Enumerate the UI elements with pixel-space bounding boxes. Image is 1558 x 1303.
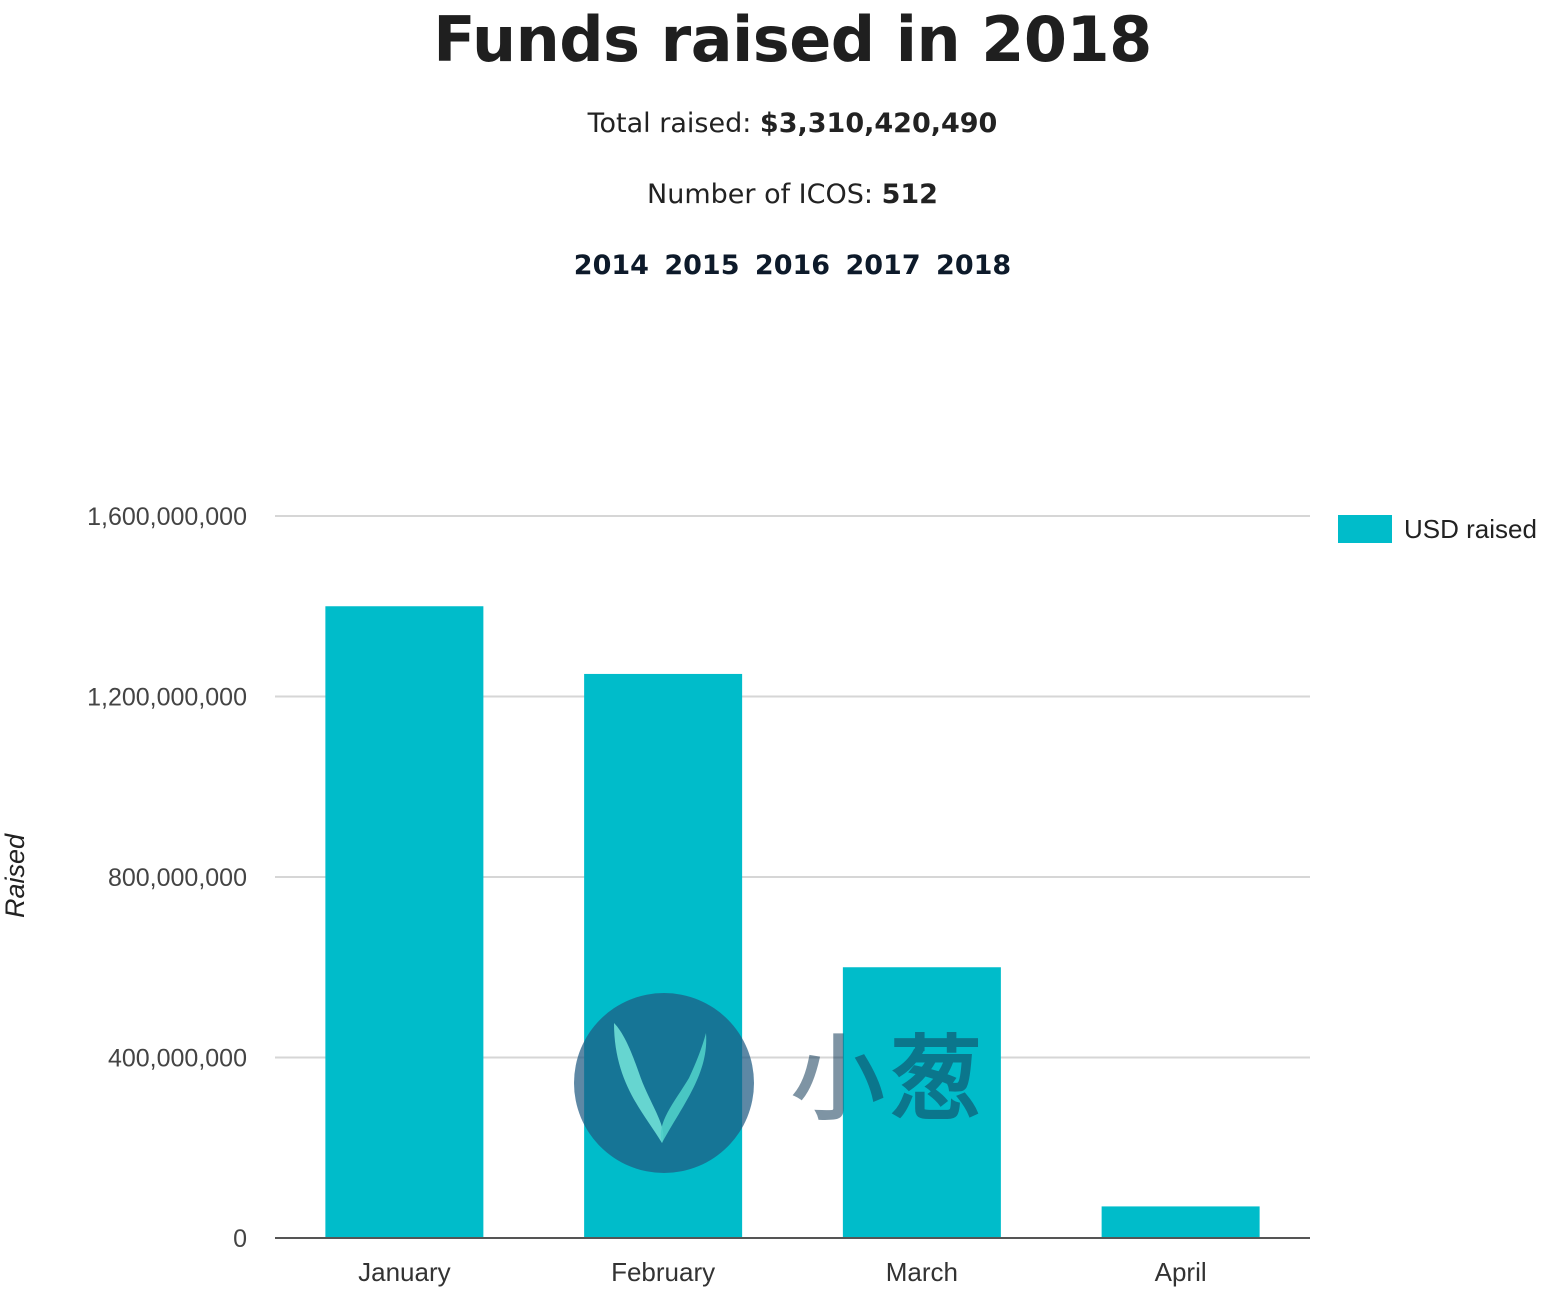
y-tick-label: 800,000,000 (108, 864, 247, 892)
year-link-2017[interactable]: 2017 (845, 250, 921, 281)
year-link-2018[interactable]: 2018 (936, 250, 1012, 281)
total-raised-value: $3,310,420,490 (759, 108, 998, 139)
bar-january[interactable] (325, 606, 484, 1238)
total-raised: Total raised: $3,310,420,490 (0, 106, 1558, 142)
year-link-2014[interactable]: 2014 (573, 250, 649, 281)
year-link-2016[interactable]: 2016 (754, 250, 831, 281)
axes: 0 400,000,000 800,000,000 1,200,000,000 1,60… (87, 503, 1310, 1287)
legend-label: USD raised (1404, 514, 1537, 544)
x-tick-label: March (886, 1257, 958, 1287)
y-tick-label: 1,600,000,000 (87, 503, 247, 531)
ico-count: Number of ICOS: 512 (0, 177, 1558, 213)
bar-april[interactable] (1101, 1206, 1260, 1238)
y-tick-label: 0 (233, 1225, 247, 1253)
ico-count-label: Number of ICOS: (647, 179, 873, 210)
y-tick-label: 400,000,000 (108, 1045, 247, 1073)
year-selector: 2014 2015 2016 2017 2018 (0, 248, 1558, 284)
bar-march[interactable] (842, 967, 1001, 1238)
legend: USD raised (1338, 514, 1537, 544)
y-tick-label: 1,200,000,000 (87, 684, 247, 712)
total-raised-label: Total raised: (587, 108, 752, 139)
bar-february[interactable] (584, 673, 743, 1238)
legend-swatch (1338, 515, 1392, 543)
y-axis-title: Raised (0, 833, 30, 918)
x-tick-label: January (358, 1257, 451, 1287)
chart-title: Funds raised in 2018 (433, 3, 1152, 76)
bars (325, 606, 1260, 1238)
year-link-2015[interactable]: 2015 (664, 250, 740, 281)
x-tick-label: April (1155, 1257, 1207, 1287)
x-tick-label: February (611, 1257, 715, 1287)
ico-count-value: 512 (881, 179, 938, 210)
